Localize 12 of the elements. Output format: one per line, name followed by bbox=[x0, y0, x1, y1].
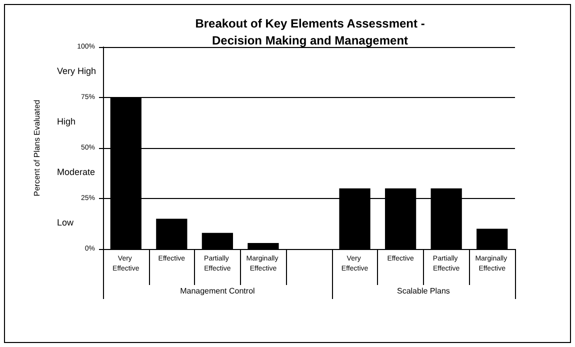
text: Low bbox=[57, 217, 74, 228]
text: Management Control bbox=[180, 286, 256, 296]
y-axis-title: Percent of Plans Evaluated bbox=[32, 100, 42, 196]
bar bbox=[156, 218, 188, 249]
text: Scalable Plans bbox=[396, 286, 450, 296]
bar bbox=[248, 242, 279, 249]
text: Moderate bbox=[57, 166, 96, 177]
chart-title: Breakout of Key Elements Assessment - Decision Making and Management bbox=[195, 16, 425, 48]
text: High bbox=[57, 116, 76, 126]
bar bbox=[202, 232, 234, 249]
bar bbox=[476, 228, 508, 249]
text: Very High bbox=[57, 66, 96, 76]
